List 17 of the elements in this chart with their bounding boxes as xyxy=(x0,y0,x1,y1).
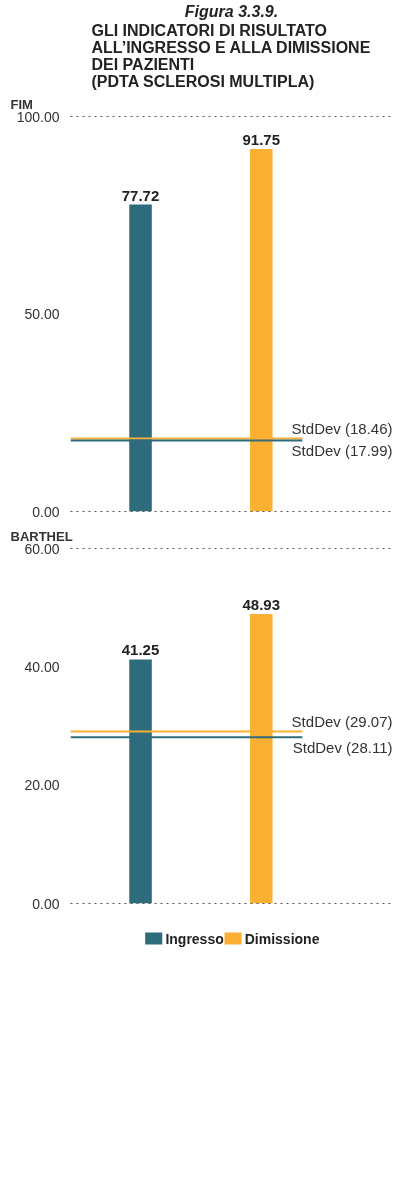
y-tick-label: 20.00 xyxy=(24,777,60,794)
data-label: 77.72 xyxy=(121,186,160,204)
chart-subtitle: GLI INDICATORI DI RISULTATO ALL’INGRESSO E ALLA DIMISSIONE DEI PAZIENTI (PDTA SCLEROSI MULTIPLA) xyxy=(91,21,371,90)
y-tick-label: 40.00 xyxy=(24,658,60,675)
data-label: 91.75 xyxy=(242,131,281,149)
y-tick-label: 0.00 xyxy=(32,503,60,520)
legend-label: Ingresso xyxy=(165,930,224,947)
chart-title: Figura 3.3.9. xyxy=(184,2,279,20)
y-tick-label: 50.00 xyxy=(24,306,60,322)
ref-line-label: StdDev (17.99) xyxy=(291,442,393,460)
ref-line-label: StdDev (28.11) xyxy=(292,739,393,757)
data-label: 41.25 xyxy=(121,641,160,659)
data-label: 48.93 xyxy=(242,596,281,613)
y-tick-label: 0.00 xyxy=(32,895,60,912)
ref-line-label: StdDev (18.46) xyxy=(291,419,393,437)
ref-line-label: StdDev (29.07) xyxy=(291,712,393,730)
legend-label: Dimissione xyxy=(244,930,320,947)
